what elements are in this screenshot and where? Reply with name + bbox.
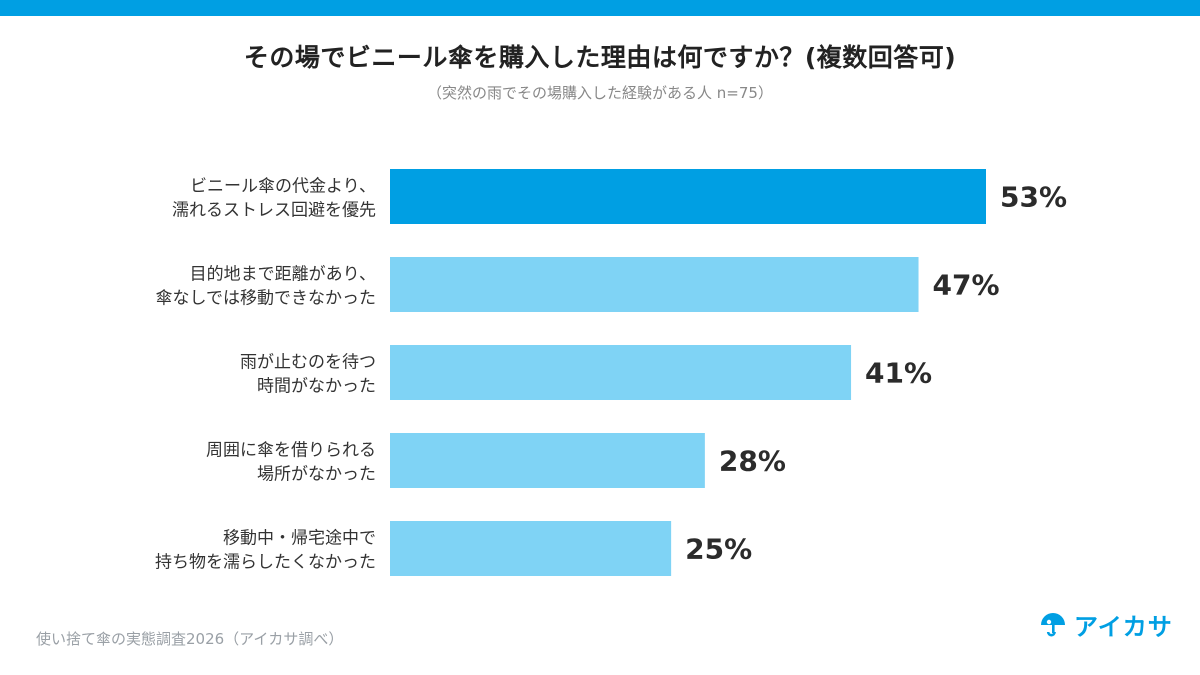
umbrella-logo-icon — [1041, 613, 1065, 637]
logo-text: アイカサ — [1074, 612, 1173, 641]
category-label-4-line-2: 場所がなかった — [257, 465, 376, 485]
bar-1 — [390, 169, 986, 224]
category-label-3-line-2: 時間がなかった — [257, 377, 376, 397]
bar-5 — [390, 521, 672, 576]
category-label-1-line-1: ビニール傘の代金より、 — [190, 177, 376, 197]
data-label-2: 47% — [933, 269, 1000, 302]
category-label-5-line-2: 持ち物を濡らしたくなかった — [155, 553, 376, 573]
bar-3 — [390, 345, 852, 400]
chart-title: その場でビニール傘を購入した理由は何ですか？(複数回答可) — [243, 43, 957, 72]
data-label-4: 28% — [719, 445, 786, 478]
category-label-1-line-2: 濡れるストレス回避を優先 — [172, 201, 376, 221]
top-stripe — [0, 0, 1200, 16]
bar-4 — [390, 433, 705, 488]
category-label-3-line-1: 雨が止むのを待つ — [240, 353, 376, 373]
chart-subtitle: （突然の雨でその場購入した経験がある人 n=75） — [427, 84, 773, 102]
category-label-4-line-1: 周囲に傘を借りられる — [206, 441, 376, 461]
data-label-5: 25% — [685, 533, 752, 566]
category-label-2-line-2: 傘なしでは移動できなかった — [156, 289, 377, 309]
brand-logo: アイカサ — [1038, 607, 1173, 641]
category-label-5-line-1: 移動中・帰宅途中で — [223, 529, 376, 549]
bar-2 — [390, 257, 919, 312]
bar-chart: 53% ビニール傘の代金より、濡れるストレス回避を優先 47% 目的地まで距離があり、… — [155, 169, 1067, 576]
data-label-3: 41% — [865, 357, 932, 390]
data-label-1: 53% — [1000, 181, 1067, 214]
source-note: 使い捨て傘の実態調査2026（アイカサ調べ） — [36, 630, 344, 648]
category-label-2-line-1: 目的地まで距離があり、 — [190, 265, 376, 285]
